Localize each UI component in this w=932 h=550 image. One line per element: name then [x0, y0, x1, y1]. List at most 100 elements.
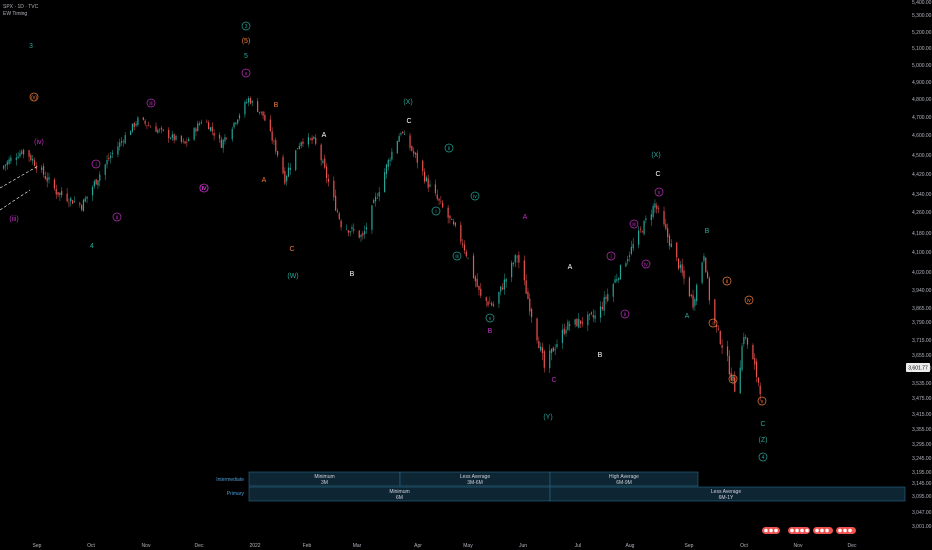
candle	[402, 130, 404, 134]
candle	[480, 283, 482, 299]
candle	[378, 187, 380, 202]
svg-text:6M-9M: 6M-9M	[616, 480, 632, 486]
candle	[322, 158, 324, 165]
candle	[387, 158, 389, 171]
candle	[33, 157, 36, 167]
svg-text:v: v	[658, 190, 661, 196]
candle	[467, 257, 469, 260]
time-axis-label: Nov	[794, 543, 803, 549]
wave-label: v	[241, 68, 251, 78]
candle	[249, 96, 251, 105]
candle	[561, 323, 564, 349]
price-axis-label: 4,500.00	[912, 153, 932, 159]
price-axis-label: 3,195.00	[912, 470, 932, 476]
wave-label: (v)	[29, 92, 39, 102]
price-axis-label: 3,865.00	[912, 306, 932, 312]
candle	[389, 157, 391, 167]
candle	[628, 251, 631, 262]
candle	[614, 275, 616, 284]
time-axis-label: Sep	[33, 543, 42, 549]
candle	[422, 159, 424, 176]
trend-dash-line	[0, 165, 39, 189]
time-axis: Sep Oct Nov Dec 2022 Feb Mar Apr May Jun Jul Aug Sep…	[33, 543, 857, 549]
candle	[663, 206, 665, 227]
timing-row-label-primary: Primary	[227, 491, 245, 497]
candle	[313, 135, 315, 140]
candle	[79, 201, 81, 208]
candle	[523, 255, 525, 286]
svg-text:ii: ii	[624, 312, 626, 318]
candle	[376, 193, 378, 199]
svg-text:3: 3	[29, 43, 33, 50]
candle	[717, 325, 720, 331]
candle	[436, 189, 438, 201]
candle	[525, 274, 527, 294]
candle	[701, 261, 703, 285]
candle	[541, 342, 544, 361]
price-axis-label: 3,047.00	[912, 510, 932, 516]
candle	[492, 301, 495, 308]
wave-label: (5)	[242, 38, 251, 45]
candle	[10, 154, 12, 164]
candle	[21, 149, 23, 155]
candle	[374, 192, 377, 207]
candle	[124, 132, 126, 145]
wave-label: iv	[744, 295, 754, 305]
candle	[6, 159, 8, 170]
time-axis-label: Oct	[740, 543, 748, 549]
candle	[754, 353, 756, 370]
wave-label: A	[685, 313, 690, 320]
wave-label: (iii)	[9, 216, 18, 223]
candle	[110, 152, 112, 164]
candle	[287, 162, 290, 178]
svg-text:(v): (v)	[31, 95, 37, 101]
candle	[530, 307, 533, 323]
wave-label: ii	[112, 212, 122, 222]
price-axis-label: 4,800.00	[912, 97, 932, 103]
candle	[554, 344, 556, 356]
candle	[159, 128, 161, 133]
svg-text:C: C	[289, 246, 294, 253]
candle	[536, 317, 538, 344]
candle	[184, 140, 186, 145]
candle	[398, 133, 400, 142]
svg-text:A: A	[322, 132, 327, 139]
wave-label: i	[91, 159, 101, 169]
toolbar-icons[interactable]	[762, 527, 856, 534]
svg-text:iii: iii	[731, 377, 734, 383]
candle	[17, 152, 19, 160]
wave-label: iv	[199, 183, 209, 193]
wave-label: iv	[641, 259, 651, 269]
candle	[284, 167, 286, 186]
svg-text:ii: ii	[448, 146, 450, 152]
candle	[46, 172, 48, 188]
price-axis-label: 3,415.00	[912, 412, 932, 418]
wave-label: C	[655, 171, 660, 178]
svg-text:Minimum: Minimum	[314, 474, 334, 480]
candle	[400, 131, 402, 137]
candle	[106, 155, 108, 169]
candle	[35, 162, 37, 173]
timing-cell: Less Average 3M-6M	[399, 471, 551, 487]
candle	[289, 163, 291, 176]
candle	[61, 187, 63, 198]
tool-icon	[813, 527, 833, 534]
candle	[4, 164, 7, 171]
time-axis-label: Jul	[575, 543, 581, 549]
svg-text:Less Average: Less Average	[460, 474, 490, 480]
candle	[84, 195, 86, 203]
candle	[527, 287, 529, 300]
wave-label: iii	[629, 219, 639, 229]
candle	[82, 198, 85, 212]
candle	[307, 132, 310, 148]
svg-text:iii: iii	[455, 254, 458, 260]
candle	[516, 254, 518, 263]
candle	[409, 132, 411, 151]
wave-label: ii	[620, 309, 630, 319]
candle	[734, 371, 736, 393]
candle	[592, 309, 594, 322]
candle	[81, 203, 83, 212]
candle	[226, 137, 228, 140]
indicator-title: EW Timing	[3, 11, 28, 17]
